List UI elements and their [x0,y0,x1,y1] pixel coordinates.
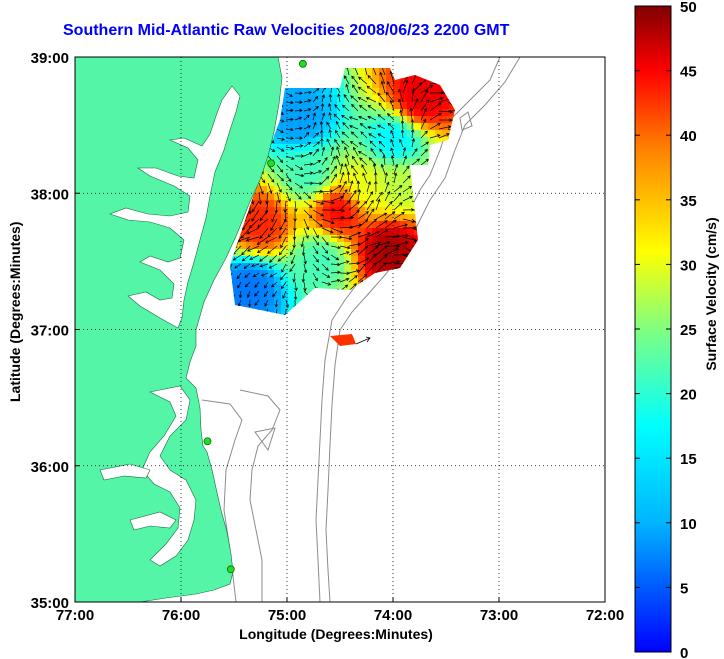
colorbar-tick-label: 45 [680,64,697,81]
station-marker [267,159,276,168]
colorbar-tick-label: 5 [680,580,688,597]
colorbar-tick-label: 25 [680,322,697,339]
x-tick-label: 74:00 [374,607,412,624]
colorbar-tick-label: 15 [680,451,697,468]
x-tick-labels: 77:00 76:00 75:00 74:00 73:00 72:00 [56,597,624,624]
colorbar-tick-label: 30 [680,257,697,274]
station-marker [203,437,212,446]
x-tick-label: 76:00 [162,607,200,624]
sound-water [141,385,197,567]
x-tick-label: 77:00 [56,607,94,624]
y-tick-label: 38:00 [31,186,69,203]
y-tick-labels: 39:00 38:00 37:00 36:00 35:00 [31,50,80,612]
colorbar [634,5,672,653]
y-tick-label: 36:00 [31,459,69,476]
x-axis-label: Longitude (Degrees:Minutes) [239,626,433,642]
colorbar-tick-label: 10 [680,516,697,533]
colorbar-tick-label: 20 [680,387,697,404]
stations [203,59,307,574]
y-tick-label: 35:00 [31,595,69,612]
station-marker [298,59,307,68]
y-tick-label: 37:00 [31,323,69,340]
x-tick-label: 73:00 [480,607,518,624]
colorbar-tick-label: 35 [680,193,697,210]
grid-lines [75,57,605,602]
chesapeake-bay [109,85,241,329]
x-tick-label: 72:00 [586,607,624,624]
x-tick-label: 75:00 [268,607,306,624]
colorbar-ticks: 0 5 10 15 20 25 30 35 40 45 50 [635,0,697,659]
station-marker [226,565,235,574]
colorbar-tick-label: 40 [680,128,697,145]
y-tick-label: 39:00 [31,50,69,67]
chart-title: Southern Mid-Atlantic Raw Velocities 200… [63,22,510,39]
river-water [99,463,151,481]
river-water [129,511,177,531]
colorbar-tick-label: 0 [680,645,688,659]
colorbar-tick-label: 50 [680,0,697,16]
